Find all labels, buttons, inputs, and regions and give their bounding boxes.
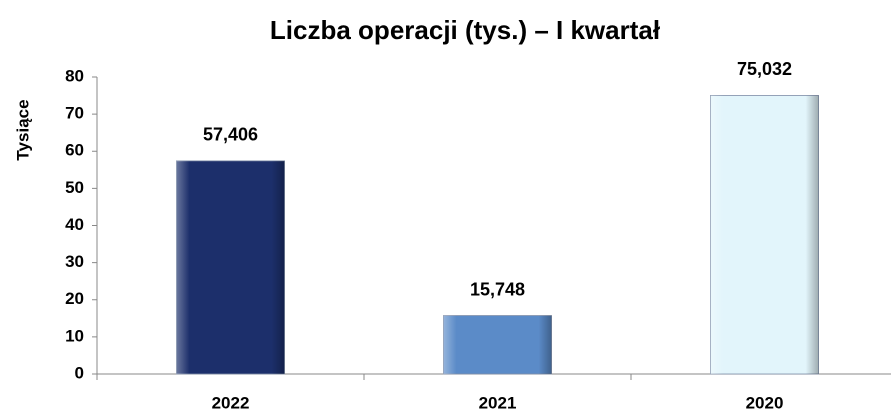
y-tick-label: 40 [65, 215, 84, 234]
bar-bevel [176, 160, 285, 374]
y-tick-label: 80 [65, 66, 84, 85]
y-tick-label: 20 [65, 289, 84, 308]
y-tick-label: 10 [65, 326, 84, 345]
value-label: 15,748 [470, 279, 525, 299]
chart-title: Liczba operacji (tys.) – I kwartał [270, 15, 661, 45]
x-tick-label: 2021 [479, 393, 517, 412]
y-tick-label: 0 [75, 363, 84, 382]
y-tick-label: 30 [65, 252, 84, 271]
bar-bevel [443, 315, 552, 374]
y-tick-label: 70 [65, 104, 84, 123]
x-tick-label: 2022 [212, 393, 250, 412]
bar-bevel [710, 95, 819, 375]
x-tick-label: 2020 [746, 393, 784, 412]
y-axis-title: Tysiące [13, 99, 32, 160]
value-label: 57,406 [203, 125, 258, 145]
value-label: 75,032 [737, 59, 792, 79]
y-tick-label: 50 [65, 178, 84, 197]
y-tick-label: 60 [65, 141, 84, 160]
